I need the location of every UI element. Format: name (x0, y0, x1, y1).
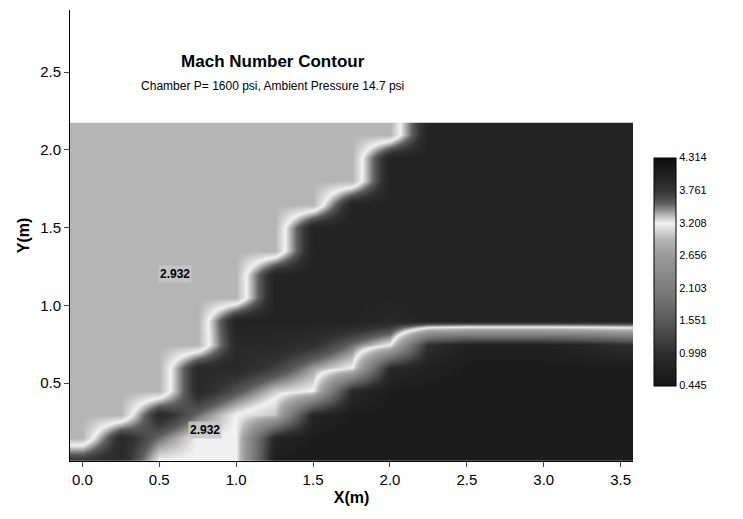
svg-text:Mach Number ContourChamber P=: Mach Number ContourChamber P= 1600 psi, … (141, 52, 404, 92)
svg-text:2.103: 2.103 (679, 282, 707, 294)
svg-text:3.761: 3.761 (679, 184, 707, 196)
svg-text:3.208: 3.208 (679, 217, 707, 229)
svg-text:3.0: 3.0 (533, 471, 554, 488)
svg-text:2.932: 2.932 (190, 423, 220, 437)
svg-text:1.0: 1.0 (226, 471, 247, 488)
svg-text:Y(m): Y(m) (15, 218, 32, 254)
svg-text:2.0: 2.0 (380, 471, 401, 488)
svg-text:4.314: 4.314 (679, 151, 707, 163)
svg-text:3.5: 3.5 (610, 471, 631, 488)
svg-text:2.0: 2.0 (40, 141, 61, 158)
svg-text:0.998: 0.998 (679, 347, 707, 359)
svg-text:2.5: 2.5 (40, 63, 61, 80)
svg-text:0.5: 0.5 (40, 374, 61, 391)
svg-text:1.5: 1.5 (40, 219, 61, 236)
svg-text:1.551: 1.551 (679, 314, 707, 326)
svg-text:2.656: 2.656 (679, 249, 707, 261)
svg-text:1.5: 1.5 (303, 471, 324, 488)
svg-text:0.0: 0.0 (72, 471, 93, 488)
svg-text:X(m): X(m) (334, 489, 370, 506)
svg-text:0.5: 0.5 (149, 471, 170, 488)
svg-text:0.445: 0.445 (679, 379, 707, 391)
svg-text:2.932: 2.932 (160, 267, 190, 281)
svg-text:1.0: 1.0 (40, 297, 61, 314)
svg-text:2.5: 2.5 (456, 471, 477, 488)
